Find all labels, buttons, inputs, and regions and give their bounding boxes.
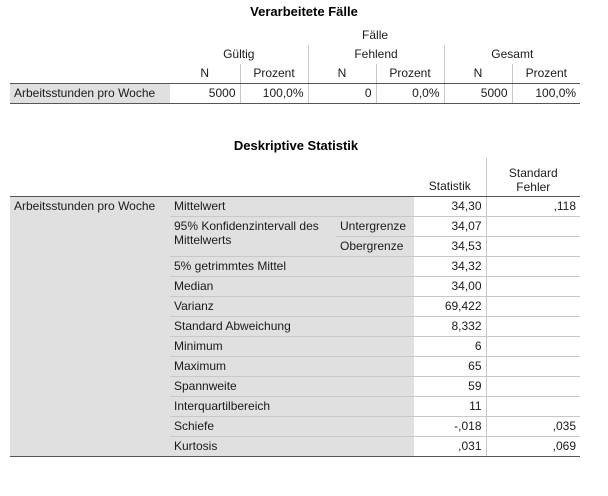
error-value: ,035 [485, 416, 581, 437]
stat-value: 34,30 [414, 196, 487, 217]
col-header: N [170, 64, 240, 84]
variable-label: Arbeitsstunden pro Woche [10, 196, 170, 457]
stat-label: Kurtosis [170, 436, 415, 457]
corner-cell [10, 26, 170, 45]
ki-label: 95% Konfidenzintervall des Mittelwerts [170, 216, 336, 257]
value-cell: 5000 [443, 83, 512, 104]
stat-label: Mittelwert [170, 196, 415, 217]
error-value [485, 336, 581, 357]
gesamt-header: Gesamt [443, 45, 581, 64]
col-header: N [443, 64, 512, 84]
stat-value: 59 [414, 376, 487, 397]
error-value [485, 256, 581, 277]
stat-label: 5% getrimmtes Mittel [170, 256, 415, 277]
ki-sub-label: Untergrenze [336, 216, 415, 237]
stat-value: 69,422 [414, 296, 487, 317]
standard-fehler-header: Standard Fehler [485, 158, 581, 197]
col-header: Prozent [239, 64, 308, 84]
stat-value: 8,332 [414, 316, 487, 337]
stat-label: Minimum [170, 336, 415, 357]
stat-value: ,031 [414, 436, 487, 457]
row-label: Arbeitsstunden pro Woche [10, 83, 170, 104]
error-value [485, 296, 581, 317]
col-header: N [307, 64, 376, 84]
stat-value: 34,00 [414, 276, 487, 297]
error-value [485, 316, 581, 337]
stat-label: Interquartilbereich [170, 396, 415, 417]
stat-label: Schiefe [170, 416, 415, 437]
stat-label: Median [170, 276, 415, 297]
standard-fehler-line2: Fehler [516, 180, 551, 194]
stat-value: 34,07 [414, 216, 487, 237]
corner-cell [10, 45, 170, 64]
value-cell: 0,0% [375, 83, 444, 104]
faelle-header: Fälle [362, 28, 389, 42]
corner-cell [10, 158, 414, 197]
descriptive-stats-table: Statistik Standard Fehler Arbeitsstunden… [10, 158, 581, 457]
gueltig-header: Gültig [223, 47, 255, 61]
statistik-header: Statistik [414, 158, 487, 197]
error-value [485, 276, 581, 297]
case-processing-table: Fälle Gültig Fehlend Gesamt N Prozent N … [10, 26, 581, 104]
standard-fehler-line1: Standard [508, 166, 558, 180]
stat-value: 6 [414, 336, 487, 357]
stat-value: 65 [414, 356, 487, 377]
stat-value: 11 [414, 396, 487, 417]
error-value: ,069 [485, 436, 581, 457]
stat-value: 34,32 [414, 256, 487, 277]
stat-label: Maximum [170, 356, 415, 377]
value-cell: 100,0% [239, 83, 308, 104]
table1-title: Verarbeitete Fälle [250, 4, 358, 19]
error-value: ,118 [485, 196, 581, 217]
stat-value: 34,53 [414, 236, 487, 257]
col-header: Prozent [511, 64, 581, 84]
error-value [485, 356, 581, 377]
ki-sub-label: Obergrenze [336, 236, 415, 257]
stat-label: Spannweite [170, 376, 415, 397]
table2-title: Deskriptive Statistik [233, 138, 359, 153]
stat-label: Standard Abweichung [170, 316, 415, 337]
value-cell: 0 [307, 83, 376, 104]
stat-value: -,018 [414, 416, 487, 437]
corner-cell [10, 64, 170, 84]
error-value [485, 396, 581, 417]
fehlend-header: Fehlend [307, 45, 444, 64]
error-value [485, 236, 581, 257]
value-cell: 100,0% [511, 83, 581, 104]
error-value [485, 216, 581, 237]
col-header: Prozent [375, 64, 444, 84]
error-value [485, 376, 581, 397]
stat-label: Varianz [170, 296, 415, 317]
value-cell: 5000 [170, 83, 240, 104]
